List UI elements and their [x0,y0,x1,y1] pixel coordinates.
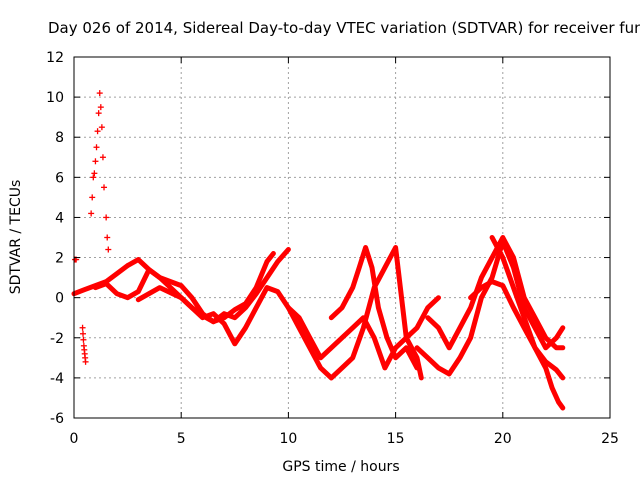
series-track-f [414,239,566,377]
spike-2-point [80,336,87,343]
x-tick-label: 0 [70,431,79,447]
spike-1-point [98,124,105,131]
axis-ticks: 0 5 10 15 20 25 -6 -4 -2 0 2 4 6 8 10 12 [46,50,619,447]
plot-frame [73,56,611,419]
series-track-e [328,245,420,371]
spike-1-point [105,246,112,253]
spike-1-point [90,174,97,181]
spike-1-point [92,158,99,165]
spike-1-point [94,128,101,135]
y-tick-label: 10 [46,90,64,106]
y-tick-label: 12 [46,50,64,66]
series-track-h [468,279,566,381]
spike-2-point [79,324,86,331]
spike-2-point [82,358,89,365]
series-track-a [71,251,276,325]
grid [74,57,610,418]
spike-1-point [93,144,100,151]
spike-layer [72,90,112,365]
spike-1-point [88,210,95,217]
chart-title: Day 026 of 2014, Sidereal Day-to-day VTE… [48,19,640,37]
spike-1-point [99,154,106,161]
y-tick-label: 0 [55,291,64,307]
spike-1-point [103,214,110,221]
y-tick-label: 8 [55,130,64,146]
spike-1-point [104,234,111,241]
series-layer [71,235,566,411]
x-tick-label: 5 [177,431,186,447]
spike-1-point [101,184,108,191]
y-tick-label: 6 [55,170,64,186]
y-tick-label: 2 [55,251,64,267]
spike-1-point [91,170,98,177]
spike-1-point [95,110,102,117]
spike-1-point [97,104,104,111]
x-axis-label: GPS time / hours [282,459,399,475]
y-axis-label: SDTVAR / TECUs [8,180,24,295]
y-tick-label: -6 [50,411,64,427]
x-tick-label: 20 [494,431,512,447]
y-tick-label: -4 [50,371,64,387]
y-tick-label: -2 [50,331,64,347]
spike-2-point [80,330,87,337]
series-track-i [489,235,566,411]
series-track-g [425,235,566,351]
x-tick-label: 25 [601,431,619,447]
series-track-d [285,245,424,381]
spike-1-point [89,194,96,201]
x-tick-label: 15 [387,431,405,447]
spike-1-point [96,90,103,97]
x-tick-label: 10 [279,431,297,447]
y-tick-label: 4 [55,210,64,226]
